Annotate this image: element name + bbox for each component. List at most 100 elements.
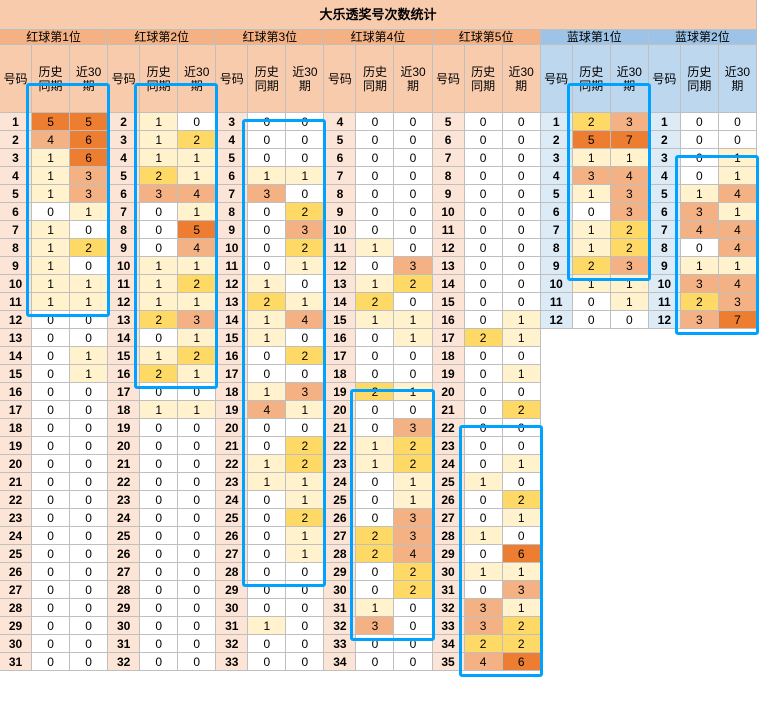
ball-number: 30 xyxy=(108,617,141,635)
recent-count: 1 xyxy=(70,347,109,365)
recent-count: 0 xyxy=(178,545,217,563)
recent-count: 0 xyxy=(70,563,109,581)
recent-count: 0 xyxy=(70,509,109,527)
history-count: 0 xyxy=(356,131,395,149)
ball-number: 30 xyxy=(216,599,249,617)
recent-count: 0 xyxy=(70,329,109,347)
ball-number: 8 xyxy=(0,239,32,257)
recent-count: 0 xyxy=(70,473,109,491)
ball-number: 33 xyxy=(216,653,249,671)
history-count: 1 xyxy=(356,311,395,329)
ball-number: 17 xyxy=(432,329,465,347)
recent-count: 0 xyxy=(394,347,433,365)
ball-number: 25 xyxy=(324,491,357,509)
history-count: 0 xyxy=(356,221,395,239)
recent-count: 0 xyxy=(178,437,217,455)
history-count: 1 xyxy=(356,437,395,455)
ball-number: 10 xyxy=(432,203,465,221)
recent-count: 0 xyxy=(394,221,433,239)
ball-number: 22 xyxy=(0,491,32,509)
history-count: 0 xyxy=(464,167,503,185)
column-header-number: 号码 xyxy=(108,45,141,113)
ball-number: 6 xyxy=(540,203,573,221)
ball-number: 2 xyxy=(108,113,141,131)
history-count: 0 xyxy=(248,653,287,671)
history-count: 2 xyxy=(356,293,395,311)
ball-number: 12 xyxy=(324,257,357,275)
history-count: 0 xyxy=(32,383,71,401)
ball-number: 17 xyxy=(0,401,32,419)
history-count: 3 xyxy=(356,617,395,635)
group-header: 蓝球第2位 xyxy=(648,30,757,45)
ball-number: 9 xyxy=(216,221,249,239)
ball-number: 14 xyxy=(432,275,465,293)
group-header: 蓝球第1位 xyxy=(540,30,649,45)
history-count: 2 xyxy=(572,113,611,131)
history-count: 0 xyxy=(140,653,179,671)
column-header-recent: 近30 期 xyxy=(394,45,433,113)
recent-count: 0 xyxy=(178,581,217,599)
ball-number: 28 xyxy=(432,527,465,545)
history-count: 0 xyxy=(248,563,287,581)
ball-number: 18 xyxy=(0,419,32,437)
column-header-recent: 近30 期 xyxy=(718,45,757,113)
ball-number: 18 xyxy=(432,347,465,365)
history-count: 0 xyxy=(248,599,287,617)
recent-count: 0 xyxy=(70,599,109,617)
ball-number: 15 xyxy=(432,293,465,311)
history-count: 0 xyxy=(464,131,503,149)
history-count: 0 xyxy=(32,509,71,527)
history-count: 0 xyxy=(356,491,395,509)
history-count: 0 xyxy=(356,185,395,203)
history-count: 0 xyxy=(140,563,179,581)
ball-number: 15 xyxy=(108,347,141,365)
recent-count: 0 xyxy=(70,437,109,455)
history-count: 1 xyxy=(140,347,179,365)
history-count: 0 xyxy=(572,293,611,311)
ball-number: 34 xyxy=(324,653,357,671)
history-count: 0 xyxy=(32,617,71,635)
ball-number: 7 xyxy=(216,185,249,203)
recent-count: 0 xyxy=(178,509,217,527)
history-count: 3 xyxy=(680,275,719,293)
ball-number: 21 xyxy=(108,455,141,473)
column-header-recent: 近30 期 xyxy=(502,45,541,113)
ball-number: 17 xyxy=(108,383,141,401)
recent-count: 1 xyxy=(394,311,433,329)
recent-count: 0 xyxy=(502,221,541,239)
history-count: 1 xyxy=(248,329,287,347)
column-header-history: 历史 同期 xyxy=(248,45,287,113)
history-count: 0 xyxy=(680,113,719,131)
history-count: 1 xyxy=(140,149,179,167)
ball-number: 5 xyxy=(216,149,249,167)
ball-number: 8 xyxy=(324,185,357,203)
history-count: 0 xyxy=(464,149,503,167)
history-count: 1 xyxy=(140,257,179,275)
ball-number: 13 xyxy=(0,329,32,347)
recent-count: 0 xyxy=(178,617,217,635)
history-count: 0 xyxy=(464,581,503,599)
ball-number: 4 xyxy=(324,113,357,131)
ball-number: 28 xyxy=(216,563,249,581)
history-count: 5 xyxy=(572,131,611,149)
recent-count: 0 xyxy=(178,653,217,671)
ball-number: 14 xyxy=(216,311,249,329)
history-count: 2 xyxy=(356,527,395,545)
recent-count: 0 xyxy=(394,365,433,383)
ball-number: 9 xyxy=(324,203,357,221)
history-count: 0 xyxy=(464,113,503,131)
ball-number: 5 xyxy=(540,185,573,203)
ball-number: 3 xyxy=(540,149,573,167)
history-count: 0 xyxy=(356,509,395,527)
history-count: 0 xyxy=(356,203,395,221)
recent-count: 0 xyxy=(70,581,109,599)
recent-count: 0 xyxy=(610,311,649,329)
recent-count: 1 xyxy=(394,329,433,347)
history-count: 0 xyxy=(140,581,179,599)
history-count: 0 xyxy=(356,257,395,275)
history-count: 3 xyxy=(464,617,503,635)
recent-count: 0 xyxy=(178,563,217,581)
ball-number: 20 xyxy=(216,419,249,437)
ball-number: 23 xyxy=(432,437,465,455)
history-count: 1 xyxy=(32,239,71,257)
